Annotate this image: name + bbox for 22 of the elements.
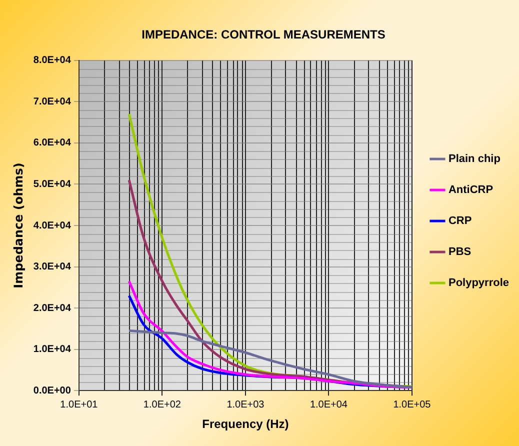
- x-tick-label: 1.0E+01: [60, 399, 98, 410]
- y-tick-label: 6.0E+04: [33, 138, 72, 149]
- x-tick-label: 1.0E+02: [143, 399, 182, 410]
- y-tick-label: 8.0E+04: [33, 55, 72, 66]
- legend-label: Plain chip: [448, 153, 501, 166]
- y-tick-label: 4.0E+04: [33, 220, 72, 232]
- x-tick-label: 1.0E+03: [226, 399, 265, 410]
- y-tick-label: 2.0E+04: [33, 302, 72, 314]
- x-tick-label: 1.0E+04: [310, 399, 348, 410]
- y-tick-label: 1.0E+04: [33, 344, 72, 356]
- chart-title: IMPEDANCE: CONTROL MEASUREMENTS: [142, 28, 386, 42]
- y-tick-label: 0.0E+00: [33, 385, 72, 396]
- y-tick-label: 3.0E+04: [33, 262, 72, 273]
- y-tick-label: 7.0E+04: [33, 96, 72, 108]
- x-tick-label: 1.0E+05: [393, 399, 432, 410]
- legend-label: AntiCRP: [448, 184, 494, 196]
- y-tick-label: 5.0E+04: [33, 178, 72, 190]
- y-axis-title: Impedance (ohms): [11, 162, 26, 288]
- legend-label: PBS: [448, 246, 472, 258]
- legend-label: CRP: [448, 215, 472, 228]
- legend-label: Polypyrrole: [448, 277, 510, 290]
- x-axis-title: Frequency (Hz): [202, 417, 289, 432]
